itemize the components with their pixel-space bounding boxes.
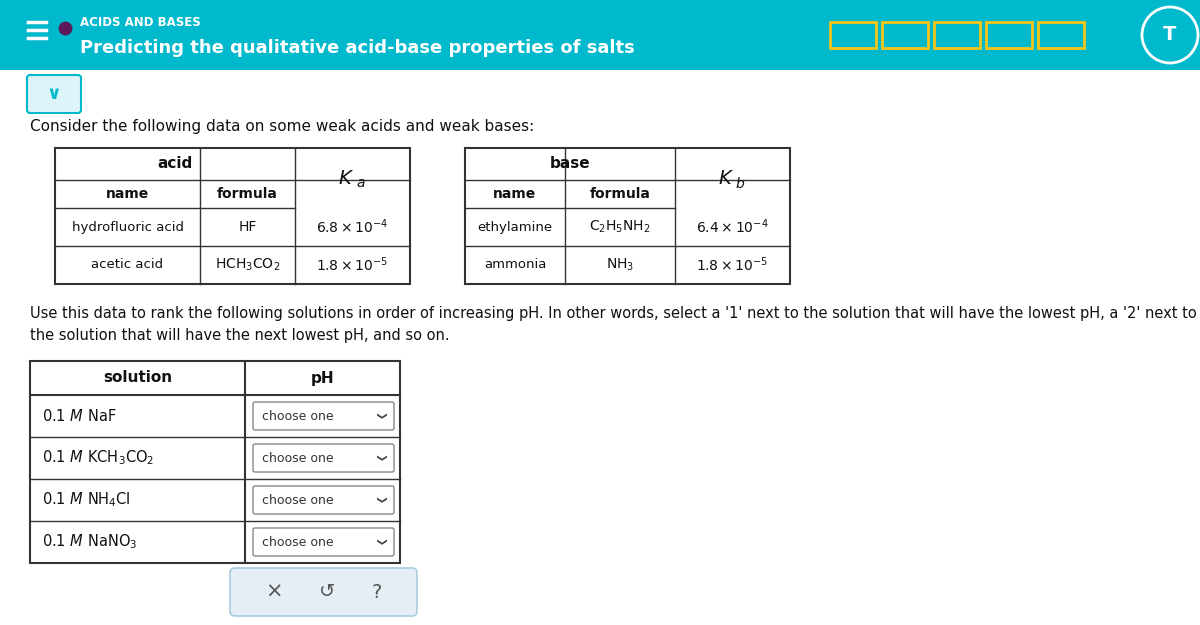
Text: choose one: choose one — [262, 494, 334, 506]
Text: formula: formula — [589, 187, 650, 201]
FancyBboxPatch shape — [253, 444, 394, 472]
Text: $1.8\times10^{-5}$: $1.8\times10^{-5}$ — [696, 256, 768, 274]
Text: acid: acid — [157, 156, 193, 171]
Text: ❯: ❯ — [374, 538, 385, 546]
Text: ×: × — [265, 582, 283, 602]
Text: ethylamine: ethylamine — [478, 221, 552, 234]
Text: choose one: choose one — [262, 409, 334, 422]
FancyBboxPatch shape — [230, 568, 418, 616]
Bar — [830, 22, 876, 48]
Text: 0.1 $M$ NaF: 0.1 $M$ NaF — [42, 408, 116, 424]
Text: hydrofluoric acid: hydrofluoric acid — [72, 221, 184, 234]
Text: 0.1 $M$ KCH$_3$CO$_2$: 0.1 $M$ KCH$_3$CO$_2$ — [42, 449, 155, 468]
Bar — [934, 22, 980, 48]
Text: $1.8\times10^{-5}$: $1.8\times10^{-5}$ — [317, 256, 389, 274]
Text: 0.1 $M$ NaNO$_3$: 0.1 $M$ NaNO$_3$ — [42, 532, 137, 551]
Text: 0.1 $M$ NH$_4$Cl: 0.1 $M$ NH$_4$Cl — [42, 491, 131, 509]
Text: Predicting the qualitative acid-base properties of salts: Predicting the qualitative acid-base pro… — [80, 39, 635, 57]
Text: choose one: choose one — [262, 536, 334, 549]
Text: acetic acid: acetic acid — [91, 259, 163, 271]
Text: Use this data to rank the following solutions in order of increasing pH. In othe: Use this data to rank the following solu… — [30, 306, 1196, 321]
Text: ↺: ↺ — [319, 582, 335, 601]
Bar — [0, 0, 1200, 70]
Text: name: name — [493, 187, 536, 201]
Bar — [882, 22, 928, 48]
Text: ?: ? — [372, 582, 382, 601]
Text: $a$: $a$ — [355, 176, 365, 190]
Text: ∨: ∨ — [47, 85, 61, 103]
Text: name: name — [106, 187, 149, 201]
Text: formula: formula — [217, 187, 278, 201]
Bar — [1038, 22, 1084, 48]
Text: $6.8\times10^{-4}$: $6.8\times10^{-4}$ — [317, 217, 389, 236]
Text: ammonia: ammonia — [484, 259, 546, 271]
FancyBboxPatch shape — [253, 528, 394, 556]
Text: HF: HF — [239, 220, 257, 234]
Bar — [55, 148, 410, 284]
Text: choose one: choose one — [262, 451, 334, 464]
Text: T: T — [1163, 26, 1177, 44]
Bar — [466, 148, 790, 284]
FancyBboxPatch shape — [253, 486, 394, 514]
Text: ❯: ❯ — [374, 496, 385, 504]
Bar — [986, 22, 1032, 48]
Text: Consider the following data on some weak acids and weak bases:: Consider the following data on some weak… — [30, 119, 534, 134]
Text: $b$: $b$ — [736, 176, 745, 191]
Text: the solution that will have the next lowest pH, and so on.: the solution that will have the next low… — [30, 328, 450, 343]
Text: base: base — [550, 156, 590, 171]
Text: $K$: $K$ — [338, 169, 354, 187]
Text: $\mathrm{C_2H_5NH_2}$: $\mathrm{C_2H_5NH_2}$ — [589, 219, 650, 235]
FancyBboxPatch shape — [28, 75, 82, 113]
FancyBboxPatch shape — [253, 402, 394, 430]
Text: solution: solution — [103, 371, 172, 386]
Text: pH: pH — [311, 371, 335, 386]
Text: ❯: ❯ — [374, 412, 385, 420]
Bar — [30, 361, 400, 563]
Text: $6.4\times10^{-4}$: $6.4\times10^{-4}$ — [696, 217, 769, 236]
Text: $\mathrm{NH_3}$: $\mathrm{NH_3}$ — [606, 257, 634, 273]
Text: $\mathrm{HCH_3CO_2}$: $\mathrm{HCH_3CO_2}$ — [215, 257, 280, 273]
Text: $K$: $K$ — [719, 169, 734, 187]
Text: ACIDS AND BASES: ACIDS AND BASES — [80, 16, 200, 29]
Text: ❯: ❯ — [374, 454, 385, 462]
